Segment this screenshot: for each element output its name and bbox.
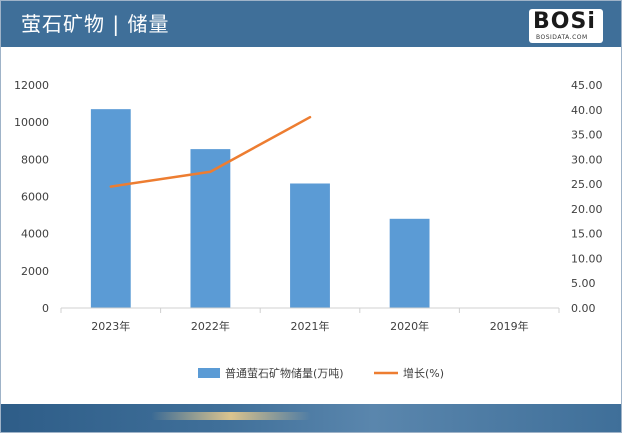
- bosi-logo: BOSi BOSIDATA.COM: [529, 9, 603, 43]
- legend-bar-label: 普通萤石矿物储量(万吨): [225, 366, 344, 380]
- left-tick-label: 2000: [21, 265, 49, 278]
- left-axis-ticks: 0 2000 4000 6000 8000 10000 12000: [14, 79, 49, 315]
- logo-text: BOSi: [533, 9, 596, 34]
- right-tick-label: 25.00: [571, 178, 603, 191]
- header-bar: 萤石矿物 | 储量 BOSi BOSIDATA.COM: [1, 1, 621, 47]
- right-tick-label: 40.00: [571, 104, 603, 117]
- left-tick-label: 12000: [14, 79, 49, 92]
- right-tick-label: 15.00: [571, 228, 603, 241]
- left-tick-label: 0: [42, 302, 49, 315]
- right-tick-label: 5.00: [571, 277, 596, 290]
- right-tick-label: 20.00: [571, 203, 603, 216]
- page-title: 萤石矿物 | 储量: [21, 12, 170, 36]
- logo-subtext: BOSIDATA.COM: [536, 34, 588, 41]
- legend: 普通萤石矿物储量(万吨) 增长(%): [198, 366, 444, 380]
- bar: [190, 149, 231, 308]
- left-tick-label: 6000: [21, 191, 49, 204]
- x-tick-label: 2019年: [490, 319, 529, 333]
- bar: [389, 218, 430, 308]
- left-tick-label: 8000: [21, 153, 49, 166]
- x-axis: 2023年 2022年 2021年 2020年 2019年: [60, 307, 560, 333]
- x-tick-label: 2020年: [390, 319, 429, 333]
- bar-series: [90, 109, 430, 309]
- footer-glow: [151, 412, 311, 420]
- x-tick-label: 2022年: [191, 319, 230, 333]
- legend-bar-swatch: [198, 368, 220, 378]
- bar: [290, 183, 330, 308]
- left-tick-label: 4000: [21, 228, 49, 241]
- right-tick-label: 0.00: [571, 302, 596, 315]
- x-tick-label: 2023年: [91, 319, 130, 333]
- bar: [90, 109, 131, 309]
- x-tick-label: 2021年: [291, 319, 330, 333]
- chart-svg: 0 2000 4000 6000 8000 10000 12000 0.00 5.00 10.0…: [14, 79, 603, 380]
- line-series: [109, 115, 312, 188]
- right-tick-label: 10.00: [571, 252, 603, 265]
- footer-bar: [1, 404, 621, 432]
- right-tick-label: 35.00: [571, 129, 603, 142]
- left-tick-label: 10000: [14, 116, 49, 129]
- right-tick-label: 45.00: [571, 79, 603, 92]
- legend-line-label: 增长(%): [403, 366, 444, 380]
- right-axis-ticks: 0.00 5.00 10.00 15.00 20.00 25.00 30.00 35.00 40…: [571, 79, 603, 315]
- right-tick-label: 30.00: [571, 153, 603, 166]
